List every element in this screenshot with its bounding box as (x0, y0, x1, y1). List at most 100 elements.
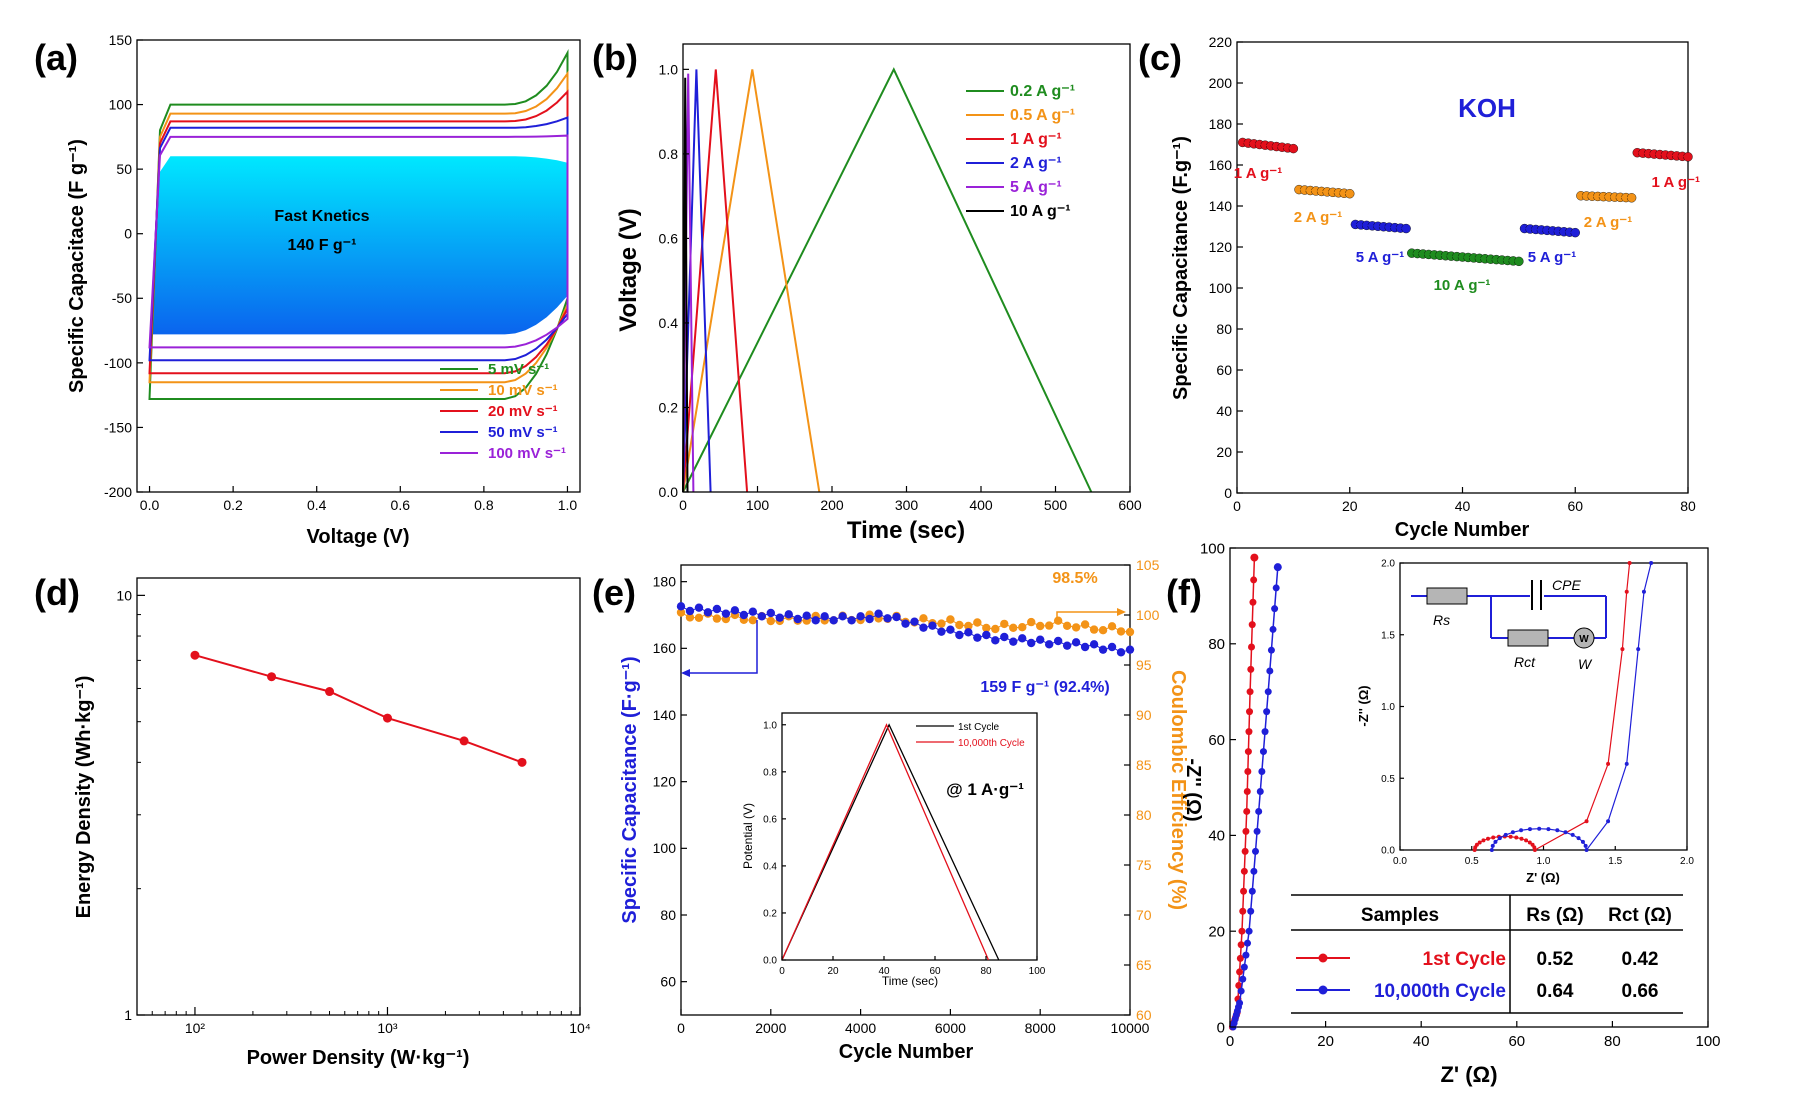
inset-nyquist-point (1524, 838, 1529, 843)
panel-e-inset-ytick-label: 0.2 (763, 908, 777, 919)
table-header-samples: Samples (1361, 905, 1439, 926)
panel-a-ylabel: Specific Capacitace (F g⁻¹) (66, 139, 88, 393)
nyquist-point (1244, 748, 1252, 756)
panel-e: (e) 0 2000 4000 6000 8000 1000060801001201401… (592, 557, 1189, 1063)
inset-nyquist-point (1537, 826, 1542, 831)
capacitance-point (748, 607, 758, 616)
panel-b-ylabel: Voltage (V) (615, 208, 642, 332)
nyquist-point (1264, 688, 1272, 696)
panel-a-ytick-label: -50 (112, 290, 132, 306)
nyquist-point (1245, 927, 1253, 935)
capacitance-point (703, 608, 713, 617)
panel-e-xtick-label: 8000 (1025, 1020, 1056, 1036)
panel-f-ytick-label: 80 (1208, 636, 1225, 653)
efficiency-point (748, 616, 758, 625)
ragone-point (382, 713, 392, 723)
capacitance-point (676, 602, 686, 611)
nyquist-point (1247, 665, 1255, 673)
panel-e-inset-xtick-label: 20 (827, 966, 839, 977)
capacitance-point (973, 633, 982, 642)
panel-e-efficiency-annotation: 98.5% (1052, 570, 1097, 587)
panel-d-xlabel: Power Density (W·kg⁻¹) (247, 1047, 470, 1069)
inset-nyquist-point (1580, 839, 1585, 844)
nyquist-point (1243, 787, 1251, 795)
ragone-point (267, 672, 277, 682)
efficiency-point (982, 623, 991, 633)
nyquist-point (1237, 941, 1245, 949)
panel-e-inset-ytick-label: 0.6 (763, 814, 777, 825)
efficiency-point (946, 615, 955, 624)
capacitance-point (847, 616, 856, 625)
rate-segment-3 (1355, 223, 1407, 230)
panel-b-xtick-label: 300 (895, 497, 919, 513)
capacitance-point (1089, 640, 1099, 649)
table-row2-rct: 0.66 (1622, 981, 1659, 1002)
panel-e-ytick-label: 120 (653, 774, 677, 790)
panel-c-ytick-label: 180 (1209, 116, 1233, 132)
panel-b-xtick-label: 400 (969, 497, 993, 513)
panel-f-xlabel: Z' (Ω) (1440, 1062, 1497, 1087)
panel-b-xtick-label: 600 (1118, 497, 1142, 513)
capacitance-point (802, 611, 811, 620)
legend-label-5: 100 mV s⁻¹ (488, 445, 566, 462)
efficiency-point (1125, 627, 1135, 637)
panel-c: (c) 1 A g⁻¹ 2 A g⁻¹ 5 A g⁻¹ 10 A g⁻¹ 5 A g⁻¹… (1138, 34, 1700, 541)
capacitance-point (739, 610, 749, 620)
panel-c-xtick-label: 40 (1455, 498, 1471, 514)
panel-e-ytick-label: 140 (653, 707, 677, 723)
inset-nyquist-point (1489, 848, 1494, 852)
panel-b-xtick-label: 100 (746, 497, 770, 513)
panel-a-ytick-label: 50 (116, 161, 132, 177)
capacitance-point (1080, 642, 1090, 652)
capacitance-point (955, 630, 964, 640)
nyquist-point (1248, 621, 1256, 629)
nyquist-point (1239, 975, 1247, 983)
panel-e-ytick-right-label: 70 (1136, 907, 1152, 923)
efficiency-point (712, 614, 722, 623)
capacitance-point (1000, 632, 1009, 642)
inset-nyquist-point (1576, 836, 1581, 841)
nyquist-point (1256, 787, 1264, 795)
panel-a-xlabel: Voltage (V) (307, 526, 410, 548)
panel-c-koh-label: KOH (1458, 93, 1516, 123)
rate-segment-4 (1411, 252, 1519, 262)
capacitance-point (910, 617, 919, 626)
rate-label-4: 10 A g⁻¹ (1434, 277, 1491, 294)
capacitance-point (856, 612, 865, 621)
efficiency-point (766, 616, 775, 626)
panel-b-ytick-label: 0.8 (659, 146, 679, 162)
efficiency-point (1080, 620, 1090, 629)
capacitance-point (712, 604, 722, 614)
nyquist-point (1263, 708, 1271, 716)
gcd-legend-label-1: 0.2 A g⁻¹ (1010, 83, 1075, 100)
inset-legend-label-2: 10,000th Cycle (958, 738, 1025, 749)
capacitance-point (784, 610, 793, 619)
panel-b-ytick-label: 0.4 (659, 315, 679, 331)
panel-f-inset-xlabel: Z' (Ω) (1526, 870, 1560, 885)
panel-c-ytick-label: 60 (1216, 362, 1232, 378)
efficiency-point (919, 614, 928, 623)
efficiency-point (1009, 623, 1018, 632)
legend-label-2: 10 mV s⁻¹ (488, 382, 558, 399)
capacitance-point (892, 612, 901, 622)
efficiency-point (1062, 621, 1072, 630)
panel-c-ytick-label: 160 (1209, 157, 1233, 173)
efficiency-point (1116, 627, 1126, 636)
rate-segment-2 (1298, 189, 1350, 195)
inset-nyquist-point (1606, 819, 1611, 824)
table-header-rs: Rs (Ω) (1526, 905, 1583, 926)
panel-e-xtick-label: 4000 (845, 1020, 876, 1036)
panel-e-ytick-right-label: 100 (1136, 607, 1160, 623)
rate-label-6: 2 A g⁻¹ (1584, 214, 1632, 231)
nyquist-point (1240, 963, 1248, 971)
capacitance-point (1036, 635, 1045, 644)
nyquist-point (1246, 708, 1254, 716)
panel-b: (b) 0 100 200 300 400 500 600 0.0 0.2 0.4 0.6 0.8 1.… (592, 37, 1142, 544)
inset-nyquist-point (1636, 647, 1641, 652)
panel-f-inset-xtick-label: 0.5 (1465, 856, 1479, 867)
panel-a-label: (a) (34, 37, 78, 78)
inset-nyquist-line-1 (1474, 562, 1631, 851)
panel-f-inset-xtick-label: 2.0 (1680, 856, 1694, 867)
panel-a: (a) 0.0 0.2 0.4 0.6 0.8 1.0 -200 -150 -100 -50 0 50… (34, 32, 581, 548)
panel-c-ytick-label: 200 (1209, 75, 1233, 91)
